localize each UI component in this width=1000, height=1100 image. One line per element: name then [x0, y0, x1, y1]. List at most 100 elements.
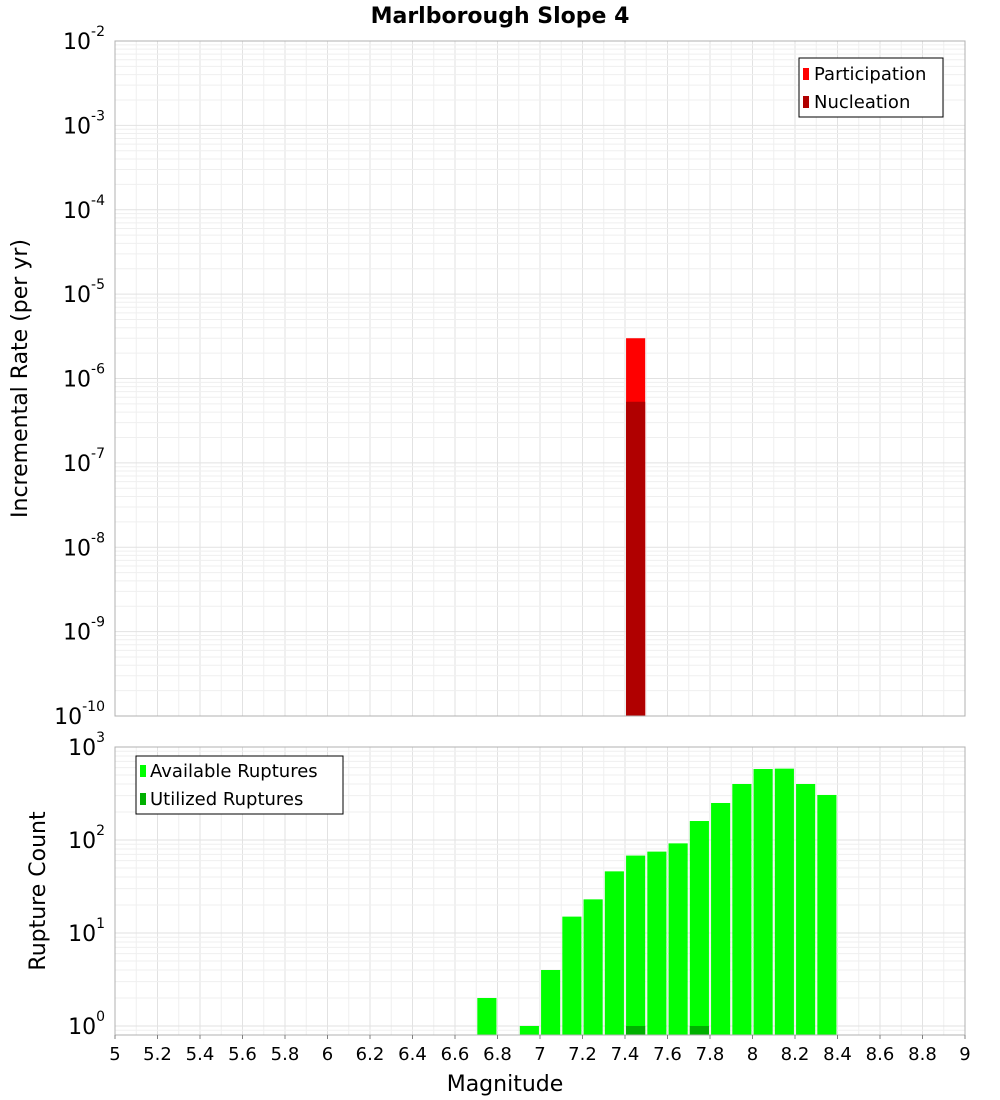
x-tick-label: 5 — [109, 1044, 120, 1065]
rate-y-tick-base: 10 — [63, 114, 91, 139]
rate-y-tick-label: 10-2 — [63, 24, 105, 55]
bar-available-ruptures — [477, 997, 497, 1035]
legend-swatch-nucleation — [803, 96, 809, 108]
x-tick-label: 8 — [747, 1044, 758, 1065]
x-tick-label: 8.4 — [823, 1044, 852, 1065]
x-tick-label: 6.2 — [356, 1044, 385, 1065]
x-tick-label: 8.8 — [908, 1044, 937, 1065]
rate-y-tick-exponent: -6 — [91, 362, 105, 378]
rate-y-tick-exponent: -4 — [91, 193, 105, 209]
bar-utilized-ruptures — [626, 1025, 646, 1035]
x-tick-label: 7.6 — [653, 1044, 682, 1065]
bar-available-ruptures — [711, 802, 731, 1035]
rate-y-tick-base: 10 — [63, 621, 91, 646]
bar-available-ruptures — [668, 843, 688, 1035]
chart-title: Marlborough Slope 4 — [371, 4, 630, 29]
count-y-tick-base: 10 — [68, 922, 96, 947]
rate-legend-box — [798, 57, 944, 118]
x-tick-label: 8.2 — [781, 1044, 810, 1065]
count-y-axis-label: Rupture Count — [26, 811, 51, 971]
x-tick-label: 5.8 — [271, 1044, 300, 1065]
x-tick-label: 6.4 — [398, 1044, 427, 1065]
rate-plot-grid — [114, 40, 966, 717]
rate-y-tick-label: 10-6 — [63, 362, 105, 393]
rate-plot-border — [114, 40, 966, 717]
rate-y-tick-exponent: -3 — [91, 108, 105, 124]
rate-y-tick-base: 10 — [63, 536, 91, 561]
rate-y-tick-exponent: -2 — [91, 24, 105, 40]
count-y-tick-base: 10 — [68, 736, 96, 761]
bar-available-ruptures — [753, 769, 773, 1035]
rate-plot: 10-210-310-410-510-610-710-810-910-10 In… — [8, 24, 966, 730]
count-y-tick-label: 101 — [68, 916, 105, 947]
legend-swatch-utilized — [140, 793, 146, 805]
legend-label-participation: Participation — [814, 64, 926, 85]
bar-available-ruptures — [796, 784, 816, 1035]
bar-available-ruptures — [689, 821, 709, 1035]
count-y-tick-label: 100 — [68, 1009, 105, 1040]
legend-label-available: Available Ruptures — [150, 761, 318, 782]
count-legend: Available Ruptures Utilized Ruptures — [135, 755, 344, 815]
rate-y-tick-exponent: -7 — [91, 446, 105, 462]
rate-y-axis-label: Incremental Rate (per yr) — [8, 239, 33, 518]
count-y-tick-exponent: 0 — [96, 1009, 105, 1025]
count-y-tick-base: 10 — [68, 1015, 96, 1040]
rate-y-tick-label: 10-7 — [63, 446, 105, 477]
bar-available-ruptures — [626, 855, 646, 1035]
x-tick-label: 6.8 — [483, 1044, 512, 1065]
x-tick-label: 7.4 — [611, 1044, 640, 1065]
x-tick-label: 6.6 — [441, 1044, 470, 1065]
rate-legend: Participation Nucleation — [798, 57, 944, 118]
x-tick-label: 5.2 — [143, 1044, 172, 1065]
bar-nucleation — [626, 401, 646, 716]
count-plot-x-ticks: 5 5.2 5.4 5.6 5.8 6 6.2 6.4 6.6 6.8 7 7.2 7.4 7.6 7.8 8… — [109, 1035, 971, 1065]
rate-y-tick-base: 10 — [63, 283, 91, 308]
legend-swatch-available — [140, 765, 146, 777]
rate-y-tick-label: 10-9 — [63, 615, 105, 646]
bar-available-ruptures — [732, 784, 752, 1035]
legend-label-nucleation: Nucleation — [814, 92, 910, 113]
rate-y-tick-base: 10 — [63, 199, 91, 224]
rate-y-tick-exponent: -9 — [91, 615, 105, 631]
count-y-tick-label: 102 — [68, 823, 105, 854]
legend-label-utilized: Utilized Ruptures — [150, 789, 303, 810]
rate-y-tick-exponent: -8 — [91, 530, 105, 546]
bar-available-ruptures — [583, 899, 603, 1035]
bar-available-ruptures — [647, 851, 667, 1035]
rate-y-tick-base: 10 — [63, 30, 91, 55]
rate-plot-y-ticks: 10-210-310-410-510-610-710-810-910-10 — [54, 24, 105, 730]
x-tick-label: 7 — [534, 1044, 545, 1065]
x-axis-label: Magnitude — [447, 1072, 564, 1097]
x-tick-label: 6 — [322, 1044, 333, 1065]
bar-available-ruptures — [519, 1025, 539, 1035]
count-legend-box — [135, 755, 344, 815]
rate-y-tick-label: 10-10 — [54, 699, 105, 730]
x-tick-label: 9 — [959, 1044, 970, 1065]
count-y-tick-label: 103 — [68, 730, 105, 761]
rate-y-tick-label: 10-5 — [63, 277, 105, 308]
x-tick-label: 7.8 — [696, 1044, 725, 1065]
rate-y-tick-label: 10-3 — [63, 108, 105, 139]
legend-swatch-participation — [803, 68, 809, 80]
bar-available-ruptures — [562, 916, 582, 1035]
x-tick-label: 5.4 — [186, 1044, 215, 1065]
rate-plot-bars — [626, 338, 646, 716]
rate-y-tick-exponent: -5 — [91, 277, 105, 293]
rate-y-tick-base: 10 — [54, 705, 82, 730]
rate-y-tick-base: 10 — [63, 452, 91, 477]
bar-available-ruptures — [774, 768, 794, 1035]
bar-utilized-ruptures — [689, 1025, 709, 1035]
rate-y-tick-base: 10 — [63, 368, 91, 393]
count-y-tick-base: 10 — [68, 829, 96, 854]
count-y-tick-exponent: 3 — [96, 730, 105, 746]
rate-y-tick-exponent: -10 — [82, 699, 105, 715]
rate-y-tick-label: 10-4 — [63, 193, 105, 224]
count-y-tick-exponent: 1 — [96, 916, 105, 932]
x-tick-label: 7.2 — [568, 1044, 597, 1065]
bar-available-ruptures — [604, 871, 624, 1035]
bar-available-ruptures — [541, 969, 561, 1035]
x-tick-label: 5.6 — [228, 1044, 257, 1065]
